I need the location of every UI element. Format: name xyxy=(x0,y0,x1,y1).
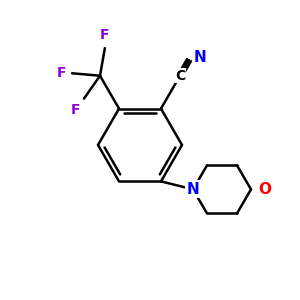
Text: F: F xyxy=(100,28,110,42)
Text: F: F xyxy=(70,103,80,117)
Text: N: N xyxy=(187,182,200,197)
Text: O: O xyxy=(258,182,271,197)
Text: N: N xyxy=(194,50,207,64)
Text: F: F xyxy=(57,66,66,80)
Text: C: C xyxy=(175,69,185,83)
